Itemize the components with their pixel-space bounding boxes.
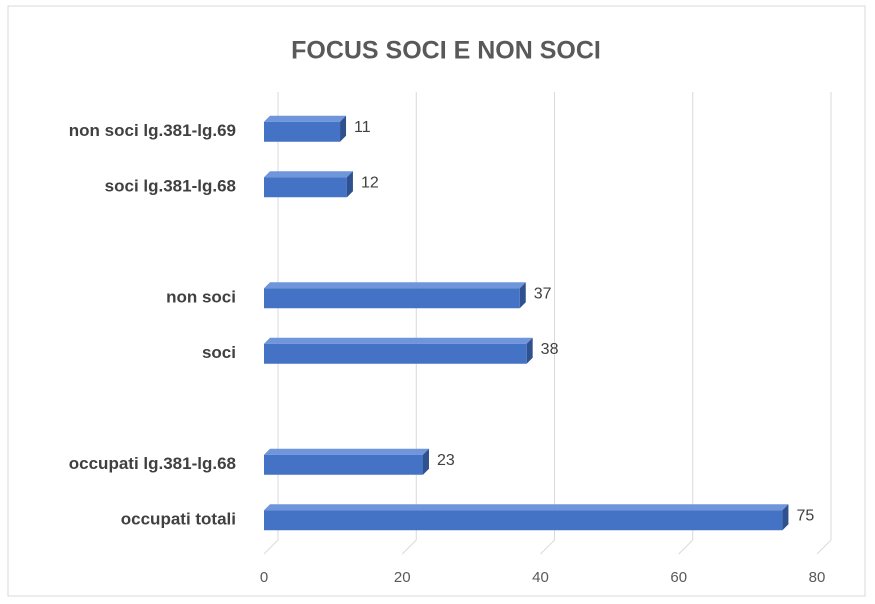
value-label: 23 xyxy=(437,452,455,469)
chart-title: FOCUS SOCI E NON SOCI xyxy=(291,37,601,65)
bar-front xyxy=(264,454,423,475)
bar-side xyxy=(422,448,429,475)
bar-side xyxy=(340,115,347,142)
x-tick-label: 20 xyxy=(394,569,411,586)
bar-front xyxy=(264,288,520,309)
y-tick-label: soci xyxy=(202,343,236,362)
bar xyxy=(264,337,533,364)
grid-line-floor xyxy=(678,539,694,555)
bar-front xyxy=(264,343,527,364)
bar xyxy=(264,171,353,198)
x-tick-label: 40 xyxy=(532,569,549,586)
bar-top xyxy=(264,504,789,511)
grid-line-floor xyxy=(540,539,555,555)
grid-line-floor xyxy=(816,539,832,555)
grid-line-floor xyxy=(263,539,279,555)
bar-front xyxy=(264,510,783,531)
bar-side xyxy=(782,504,789,531)
x-tick-label: 60 xyxy=(670,569,687,586)
bar xyxy=(264,504,789,531)
bar xyxy=(264,282,526,309)
bar-side xyxy=(526,337,533,364)
bar-front xyxy=(264,177,347,198)
value-label: 12 xyxy=(361,174,379,191)
value-label: 11 xyxy=(354,119,371,136)
y-tick-label: occupati totali xyxy=(121,510,236,529)
bar xyxy=(264,115,347,142)
bar-top xyxy=(264,282,526,289)
x-tick-label: 0 xyxy=(260,569,268,586)
y-tick-label: occupati lg.381-lg.68 xyxy=(69,454,236,473)
value-label: 38 xyxy=(541,341,559,358)
y-tick-label: non soci xyxy=(166,288,236,307)
grid-line-floor xyxy=(401,539,417,555)
y-tick-label: non soci lg.381-lg.69 xyxy=(69,121,236,140)
bar-top xyxy=(264,337,533,344)
bar-top xyxy=(264,115,347,122)
bar-side xyxy=(519,282,526,309)
bar-side xyxy=(346,171,353,198)
y-tick-label: soci lg.381-lg.68 xyxy=(105,177,236,196)
bar-front xyxy=(264,121,341,142)
value-label: 75 xyxy=(796,507,814,524)
bar-top xyxy=(264,171,353,178)
bar xyxy=(264,448,429,475)
value-label: 37 xyxy=(534,285,552,302)
x-tick-label: 80 xyxy=(809,569,826,586)
bar-top xyxy=(264,448,429,455)
